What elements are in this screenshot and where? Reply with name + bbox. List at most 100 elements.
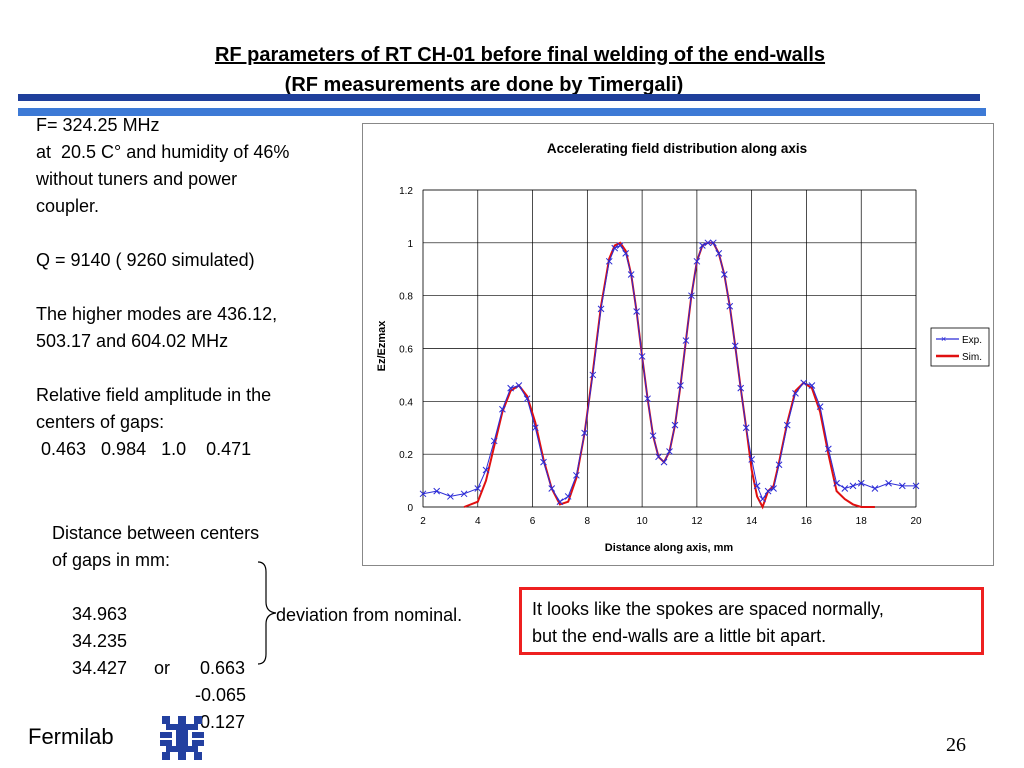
gap-deviation: 0.127 [200,712,246,732]
gap-row: 34.963 0.663 [52,574,259,678]
x-tick-label: 20 [910,516,922,527]
x-tick-label: 8 [585,516,591,527]
curly-brace [257,561,277,665]
relative-field-values: 0.463 0.984 1.0 0.471 [36,439,252,459]
series-exp-point [540,458,547,466]
series-exp-point [564,493,572,500]
header-bar-light [18,108,986,116]
gap-row: 34.427 0.127 [52,628,259,732]
y-tick-label: 0.4 [399,397,413,408]
fermilab-logo-icon [160,716,204,760]
series-exp-point [433,487,441,495]
gap-distance: 34.963 [72,604,128,624]
series-exp-point [507,384,514,392]
series-exp-point [715,250,723,257]
y-tick-label: 0 [407,503,413,514]
gap-distances: Distance between centers of gaps in mm: … [52,520,259,732]
series-exp-point [556,498,564,506]
header-bar-dark [18,94,980,101]
x-axis-label: Distance along axis, mm [605,542,734,554]
parameters-text: F= 324.25 MHz at 20.5 C° and humidity of… [36,112,289,463]
x-tick-label: 18 [856,516,868,527]
series-exp-point [638,353,646,360]
series-exp-point [912,482,920,490]
x-tick-label: 6 [530,516,536,527]
gap-deviation: 0.663 [200,658,246,678]
series-exp-point [548,485,556,492]
x-tick-label: 2 [420,516,426,527]
higher-modes-line-2: 503.17 and 604.02 MHz [36,331,229,351]
series-exp-point [808,382,816,389]
series-exp-point [748,456,756,463]
series-exp-point [490,437,498,445]
conditions-line-2: without tuners and power [36,169,238,189]
series-exp-point [833,479,840,487]
gap-distances-title-2: of gaps in mm: [52,550,171,570]
conditions-line: at 20.5 C° and humidity of 46% [36,142,290,162]
series-exp-point [871,485,879,492]
fermilab-wordmark: Fermilab [28,724,114,749]
series-exp-point [792,390,799,397]
y-axis-label: Ez/Ezmax [376,320,388,372]
x-tick-label: 14 [746,516,758,527]
series-exp-point [627,271,635,278]
series-exp-line [422,242,916,503]
legend-exp-label: Exp. [962,335,982,346]
gap-or: or [154,658,171,678]
series-exp-point [474,485,482,492]
series-exp-point [737,384,745,392]
series-exp-point [731,342,739,350]
note-line-1: It looks like the spokes are spaced norm… [532,599,884,619]
y-tick-label: 1.2 [399,186,413,197]
series-exp-point [666,448,673,455]
series-exp-point [611,244,619,252]
series-exp-point [671,421,679,429]
legend-box [930,327,990,367]
series-exp-point [825,445,832,453]
gap-distance: 34.427 [72,658,128,678]
series-exp-point [770,485,777,492]
note-line-2: but the end-walls are a little bit apart… [532,626,827,646]
field-distribution-chart: Accelerating field distribution along ax… [376,141,990,554]
series-exp-point [523,395,531,403]
y-tick-label: 0.6 [399,345,413,356]
legend-sim-label: Sim. [962,352,982,363]
series-exp-point [605,257,613,265]
gap-deviation: -0.065 [195,685,247,705]
series-exp-point [783,421,791,429]
series-exp-point [682,337,690,344]
series-exp-point [709,239,717,247]
series-exp-point [644,395,651,403]
series-exp-point [849,482,857,490]
series-exp-point [816,403,824,410]
series-exp-point [460,490,468,498]
series-exp-point [581,429,588,437]
series-exp-point [482,466,490,474]
series-exp-point [419,490,427,498]
x-tick-label: 12 [691,516,703,527]
series-exp-point [616,242,624,249]
chart-container: Accelerating field distribution along ax… [362,123,994,566]
series-exp-point [759,495,766,503]
slide-title: RF parameters of RT CH-01 before final w… [214,44,826,66]
series-exp-point [898,482,906,490]
frequency-line: F= 324.25 MHz [36,115,160,135]
series-exp-point [742,424,750,432]
series-exp-point [720,271,728,278]
x-tick-label: 10 [637,516,649,527]
series-exp-point [655,453,662,461]
series-exp-point [499,405,506,413]
series-exp-point [753,482,761,490]
legend-exp-marker: × [941,334,946,344]
series-exp-point [688,292,695,300]
series-exp-point [622,250,630,257]
series-exp-point [704,239,712,247]
series-exp-point [841,485,849,492]
deviation-label: deviation from nominal. [276,605,463,625]
y-tick-label: 0.8 [399,292,413,303]
y-tick-label: 0.2 [399,450,413,461]
conditions-line-3: coupler. [36,196,100,216]
series-exp-point [649,432,657,440]
gap-distance: 34.235 [72,631,128,651]
series-exp-point [515,382,523,389]
